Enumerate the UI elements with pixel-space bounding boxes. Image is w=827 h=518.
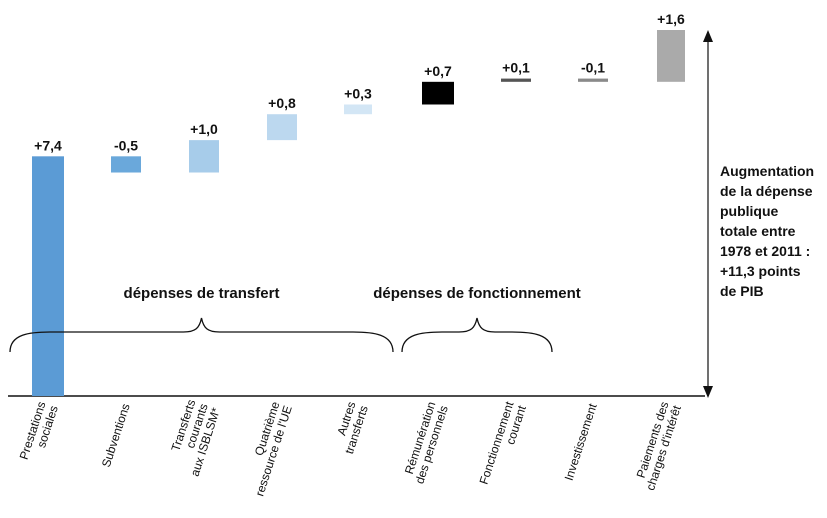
bar [657, 30, 685, 82]
category-label: Transfertscourantsaux ISBLSM* [163, 398, 223, 479]
transfer-group-label: dépenses de transfert [124, 285, 280, 302]
category-label: Autrestransferts [330, 400, 371, 456]
data-label: +0,7 [424, 63, 452, 79]
data-label: +1,0 [190, 121, 218, 137]
category-label: Prestationssociales [17, 400, 61, 465]
category-label: Fonctionnementcourant [477, 399, 529, 490]
bar [189, 140, 219, 173]
data-label: +0,1 [502, 60, 530, 76]
data-label: +1,6 [657, 11, 685, 27]
data-label: -0,5 [114, 137, 138, 153]
category-label: Subventions [99, 402, 133, 469]
bar [344, 104, 372, 115]
category-label: Rémunérationdes personnels [400, 400, 451, 486]
bar [422, 81, 454, 105]
transfer-group-brace [9, 317, 394, 353]
bar [578, 78, 608, 82]
operating-group-label: dépenses de fonctionnement [373, 285, 581, 302]
total-increase-note: Augmentation de la dépense publique totale … [720, 163, 814, 299]
bar [111, 156, 141, 173]
category-label: Paiements descharges d'intérêt [631, 399, 684, 492]
data-label: -0,1 [581, 60, 605, 76]
data-label: +0,8 [268, 95, 296, 111]
operating-group-brace [401, 317, 553, 353]
category-label: Quatrièmeressource de l'UE [240, 400, 295, 498]
arrow-head-top-icon [703, 30, 713, 42]
arrow-head-bottom-icon [703, 386, 713, 398]
data-label: +0,3 [344, 85, 372, 101]
bar [32, 156, 64, 396]
category-label: Investissement [562, 401, 600, 482]
data-label: +7,4 [34, 137, 62, 153]
bar [267, 114, 297, 141]
bar [501, 78, 531, 82]
